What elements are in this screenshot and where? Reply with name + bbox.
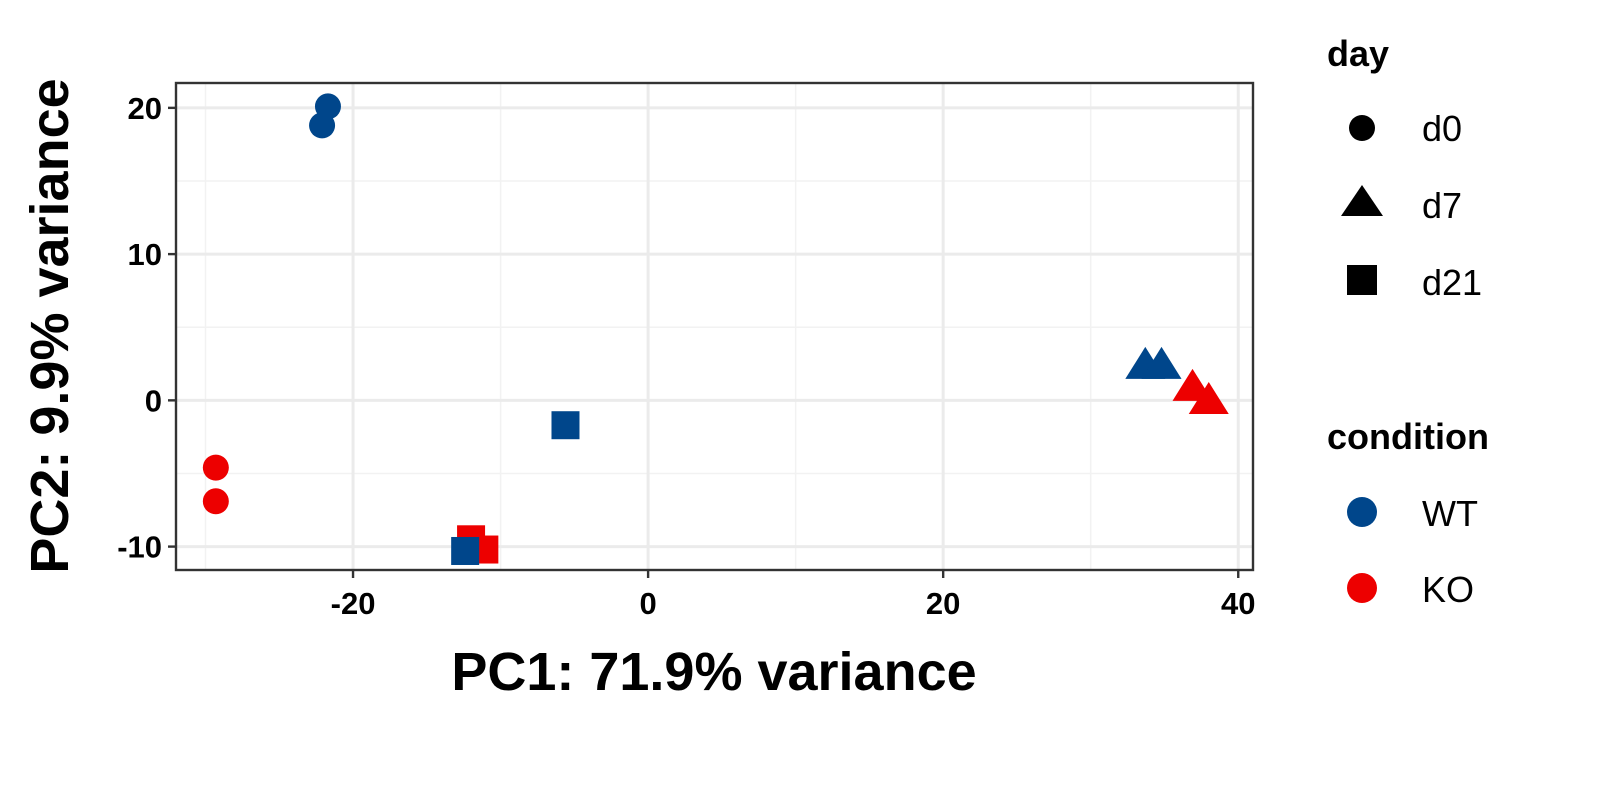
legend-key-ko (1347, 573, 1377, 603)
legend-title-day: day (1327, 33, 1389, 74)
legend-label-d21: d21 (1422, 262, 1482, 303)
plot-border (174, 81, 1255, 572)
y-tick-label: 0 (145, 383, 162, 418)
legend-label-wt: WT (1422, 493, 1478, 534)
legend: day d0 d7 d21 condition WT KO (1327, 33, 1489, 610)
x-axis: -20 0 20 40 (331, 570, 1255, 621)
x-tick-label: 40 (1221, 586, 1255, 621)
major-gridlines (176, 83, 1253, 570)
point-ko-d7 (1188, 381, 1229, 414)
minor-gridlines (176, 83, 1253, 570)
point-ko-d0 (202, 488, 229, 515)
point-wt-d7 (1141, 346, 1182, 379)
legend-key-circle (1349, 115, 1375, 141)
legend-label-d7: d7 (1422, 185, 1462, 226)
legend-label-ko: KO (1422, 569, 1474, 610)
legend-title-condition: condition (1327, 416, 1489, 457)
data-points (202, 93, 1229, 565)
point-wt-d21 (551, 411, 580, 440)
legend-key-triangle (1341, 185, 1383, 216)
y-axis: -10 0 10 20 (117, 91, 176, 565)
legend-key-wt (1347, 497, 1377, 527)
y-axis-title: PC2: 9.9% variance (20, 78, 80, 573)
x-tick-label: -20 (331, 586, 376, 621)
y-tick-label: -10 (117, 530, 162, 565)
legend-label-d0: d0 (1422, 108, 1462, 149)
point-wt-d21 (451, 536, 480, 565)
x-tick-label: 0 (639, 586, 656, 621)
y-tick-label: 20 (128, 91, 162, 126)
legend-key-square (1347, 265, 1377, 295)
point-ko-d0 (202, 454, 229, 481)
y-tick-label: 10 (128, 237, 162, 272)
x-axis-title: PC1: 71.9% variance (451, 642, 976, 702)
x-tick-label: 20 (926, 586, 960, 621)
point-wt-d0 (309, 112, 336, 139)
